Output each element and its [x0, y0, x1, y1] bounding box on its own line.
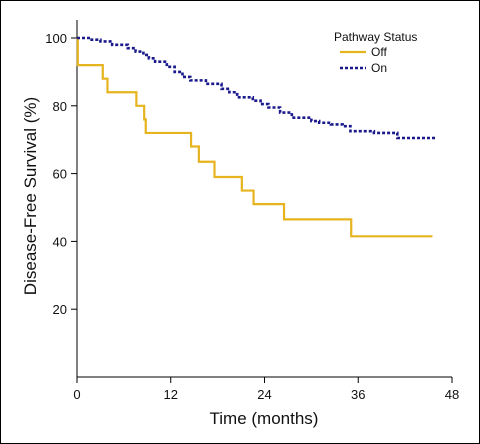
legend-label-off: Off	[371, 45, 387, 59]
series-on-line	[77, 36, 437, 140]
legend-label-on: On	[371, 61, 387, 75]
legend: Pathway Status Off On	[334, 30, 417, 75]
y-axis-title: Disease-Free Survival (%)	[21, 97, 40, 295]
y-tick-label: 40	[53, 234, 67, 249]
x-tick-label: 0	[73, 387, 80, 402]
x-ticks: 0 12 24 36 48	[73, 377, 459, 402]
y-tick-label: 20	[53, 302, 67, 317]
y-tick-label: 60	[53, 167, 67, 182]
x-tick-label: 48	[445, 387, 459, 402]
x-tick-label: 12	[164, 387, 178, 402]
legend-title: Pathway Status	[334, 30, 417, 44]
x-axis-title: Time (months)	[210, 409, 319, 428]
series-off-line	[76, 36, 433, 238]
y-tick-label: 80	[53, 99, 67, 114]
axes: 20 40 60 80 100 0 12 24 36 48	[45, 20, 459, 402]
y-ticks: 20 40 60 80 100	[45, 31, 77, 317]
plot-area	[76, 36, 437, 238]
x-tick-label: 36	[351, 387, 365, 402]
x-tick-label: 24	[257, 387, 271, 402]
y-tick-label: 100	[45, 31, 67, 46]
